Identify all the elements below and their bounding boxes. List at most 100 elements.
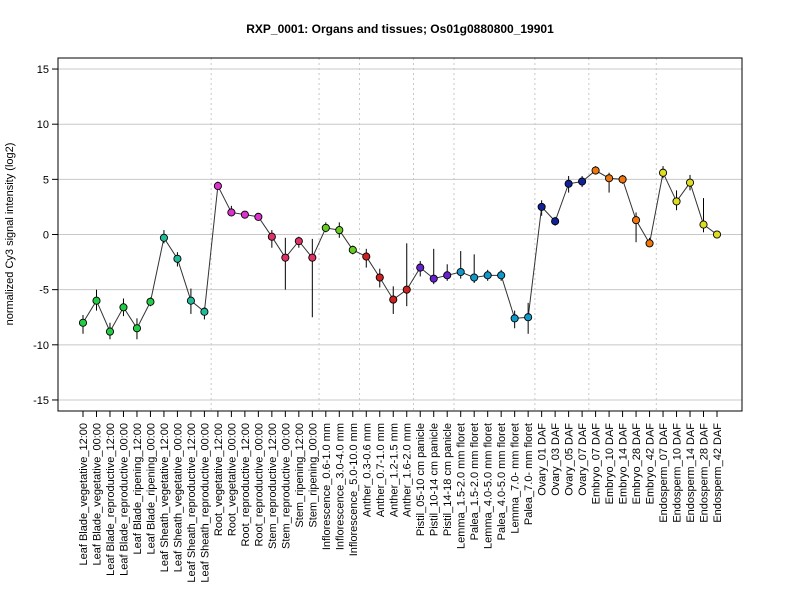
data-point [537,202,546,211]
x-tick-label: Palea_1.5-2.0 mm floret [469,423,481,540]
data-point [524,313,533,322]
data-point [321,223,330,232]
data-point [658,168,668,177]
x-tick-label: Embryo_10 DAF [604,423,616,505]
error-bars [82,166,718,340]
y-tick-label: 5 [43,174,49,186]
x-tick-label: Root_reproductive_00:00 [253,423,265,547]
data-point [510,314,519,323]
y-tick-label: 15 [37,64,49,76]
data-point [483,271,492,280]
data-point [497,271,506,280]
x-tick-label: Root_vegetative_12:00 [213,423,225,536]
y-tick-label: -5 [39,285,49,297]
x-tick-label: Endosperm_42 DAF [712,423,724,523]
x-tick-label: Lemma_4.0-5.0 mm floret [483,423,495,549]
data-point [335,226,344,235]
x-tick-label: Stem_ripening_12:00 [294,423,306,528]
x-tick-label: Leaf Sheath_reproductive_12:00 [186,423,198,583]
data-point [443,271,452,280]
x-tick-label: Ovary_01 DAF [537,423,549,496]
y-tick-label: -10 [33,340,49,352]
x-tick-label: Inflorescence_0.6-1.0 mm [321,423,333,550]
x-tick-label: Embryo_07 DAF [591,423,603,505]
data-point [200,307,209,316]
x-tick-label: Inflorescence_5.0-10.0 mm [348,423,360,556]
y-tick-label: 10 [37,119,49,131]
data-point [78,318,88,327]
x-tick-label: Stem_reproductive_12:00 [267,423,279,549]
x-tick-label: Leaf Blade_ripening_00:00 [145,423,157,555]
x-tick-label: Leaf Blade_vegetative_00:00 [91,423,103,566]
data-point [618,175,627,184]
data-point [348,245,357,254]
y-axis: -15 -10 -5 0 5 10 15 [33,64,58,407]
data-point [227,208,236,217]
data-point [578,177,587,186]
x-tick-label: Inflorescence_3.0-4.0 mm [334,423,346,550]
x-tick-label: Endosperm_14 DAF [685,423,697,523]
data-point [119,303,128,312]
data-point [240,210,249,219]
x-tick-label: Embryo_14 DAF [618,423,630,505]
x-tick-label: Embryo_42 DAF [645,423,657,505]
data-point [685,178,695,187]
x-tick-label: Leaf Blade_reproductive_12:00 [105,423,117,576]
data-point [186,296,195,305]
data-point [362,252,371,261]
x-tick-label: Anther_1.2-1.5 mm [388,423,400,517]
y-tick-label: 0 [43,230,49,242]
x-tick-label: Anther_0.7-1.0 mm [375,423,387,517]
data-point [173,254,182,263]
y-tick-label: -15 [33,395,49,407]
data-point [564,179,573,188]
data-point [375,273,384,282]
x-tick-label: Ovary_07 DAF [577,423,589,496]
data-point [294,237,303,246]
x-tick-label: Pistil_10-14 cm panicle [429,423,441,536]
x-tick-label: Leaf Blade_ripening_12:00 [132,423,144,555]
x-tick-label: Ovary_05 DAF [564,423,576,496]
data-point [402,285,411,294]
data-point [591,166,600,175]
chart-title: RXP_0001: Organs and tissues; Os01g08808… [246,22,554,36]
data-point [159,233,168,242]
expression-line [82,169,718,333]
x-tick-label: Pistil_14-18 cm panicle [442,423,454,536]
data-point [645,239,654,248]
x-tick-label: Endosperm_07 DAF [658,423,670,523]
data-point [470,273,479,282]
x-tick-label: Leaf Blade_reproductive_00:00 [118,423,130,576]
data-points [78,166,722,336]
data-point [132,324,142,333]
x-tick-label: Endosperm_10 DAF [672,423,684,523]
x-tick-label: Lemma_1.5-2.0 mm floret [456,423,468,549]
data-point [254,212,263,221]
x-tick-label: Root_reproductive_12:00 [240,423,252,547]
x-axis: Leaf Blade_vegetative_12:00 Leaf Blade_ve… [78,411,724,583]
data-point [429,274,438,283]
x-tick-label: Stem_reproductive_00:00 [280,423,292,549]
data-point [105,327,115,336]
x-tick-label: Leaf Blade_vegetative_12:00 [78,423,90,566]
x-tick-label: Pistil_05-10 cm panicle [415,423,427,536]
series-line [82,169,718,333]
data-point [267,232,276,241]
x-tick-label: Leaf Sheath_vegetative_00:00 [172,423,184,572]
x-tick-label: Stem_ripening_00:00 [307,423,319,528]
data-point [389,295,398,304]
data-point [92,296,101,305]
data-point [672,197,681,206]
data-point [456,267,465,277]
data-point [146,297,155,306]
data-point [605,174,614,183]
data-point [632,216,641,225]
x-tick-label: Palea_7.0- mm floret [523,423,535,525]
x-tick-label: Anther_0.3-0.6 mm [361,423,373,517]
data-point [551,217,560,226]
x-tick-label: Root_vegetative_00:00 [226,423,238,536]
group-separators [210,58,657,411]
x-tick-label: Lemma_7.0- mm floret [510,423,522,534]
x-tick-label: Leaf Sheath_reproductive_00:00 [199,423,211,583]
